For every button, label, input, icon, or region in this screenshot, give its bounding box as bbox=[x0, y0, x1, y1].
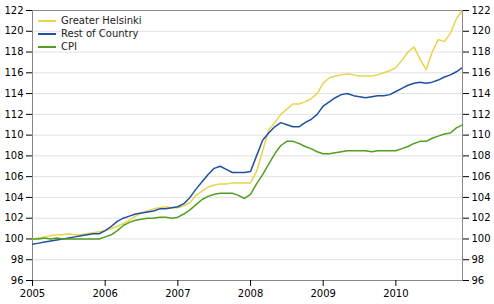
svg-text:108: 108 bbox=[4, 150, 23, 161]
svg-text:120: 120 bbox=[472, 25, 491, 36]
svg-text:96: 96 bbox=[11, 275, 24, 286]
svg-text:96: 96 bbox=[472, 275, 485, 286]
svg-text:2005: 2005 bbox=[20, 288, 45, 299]
svg-text:104: 104 bbox=[4, 192, 23, 203]
svg-text:2009: 2009 bbox=[310, 288, 335, 299]
svg-text:98: 98 bbox=[472, 254, 485, 265]
svg-text:122: 122 bbox=[4, 5, 23, 16]
svg-text:106: 106 bbox=[472, 171, 491, 182]
svg-text:114: 114 bbox=[472, 88, 491, 99]
svg-text:112: 112 bbox=[4, 109, 23, 120]
html-text:Greater Helsinki: Greater Helsinki bbox=[61, 15, 142, 26]
html-text:CPI: CPI bbox=[61, 41, 77, 52]
svg-text:120: 120 bbox=[4, 25, 23, 36]
svg-text:102: 102 bbox=[4, 212, 23, 223]
html-text:Rest of Country: Rest of Country bbox=[61, 28, 139, 39]
svg-text:100: 100 bbox=[472, 233, 491, 244]
svg-text:122: 122 bbox=[472, 5, 491, 16]
svg-text:108: 108 bbox=[472, 150, 491, 161]
svg-text:2006: 2006 bbox=[92, 288, 117, 299]
svg-text:116: 116 bbox=[4, 67, 23, 78]
svg-text:114: 114 bbox=[4, 88, 23, 99]
svg-text:110: 110 bbox=[472, 129, 491, 140]
svg-text:102: 102 bbox=[472, 212, 491, 223]
svg-text:100: 100 bbox=[4, 233, 23, 244]
svg-text:116: 116 bbox=[472, 67, 491, 78]
svg-text:118: 118 bbox=[472, 46, 491, 57]
svg-text:2008: 2008 bbox=[238, 288, 263, 299]
svg-text:112: 112 bbox=[472, 109, 491, 120]
svg-text:104: 104 bbox=[472, 192, 491, 203]
svg-text:110: 110 bbox=[4, 129, 23, 140]
svg-text:98: 98 bbox=[11, 254, 24, 265]
svg-text:106: 106 bbox=[4, 171, 23, 182]
svg-text:2007: 2007 bbox=[165, 288, 190, 299]
svg-text:118: 118 bbox=[4, 46, 23, 57]
svg-text:2010: 2010 bbox=[383, 288, 408, 299]
